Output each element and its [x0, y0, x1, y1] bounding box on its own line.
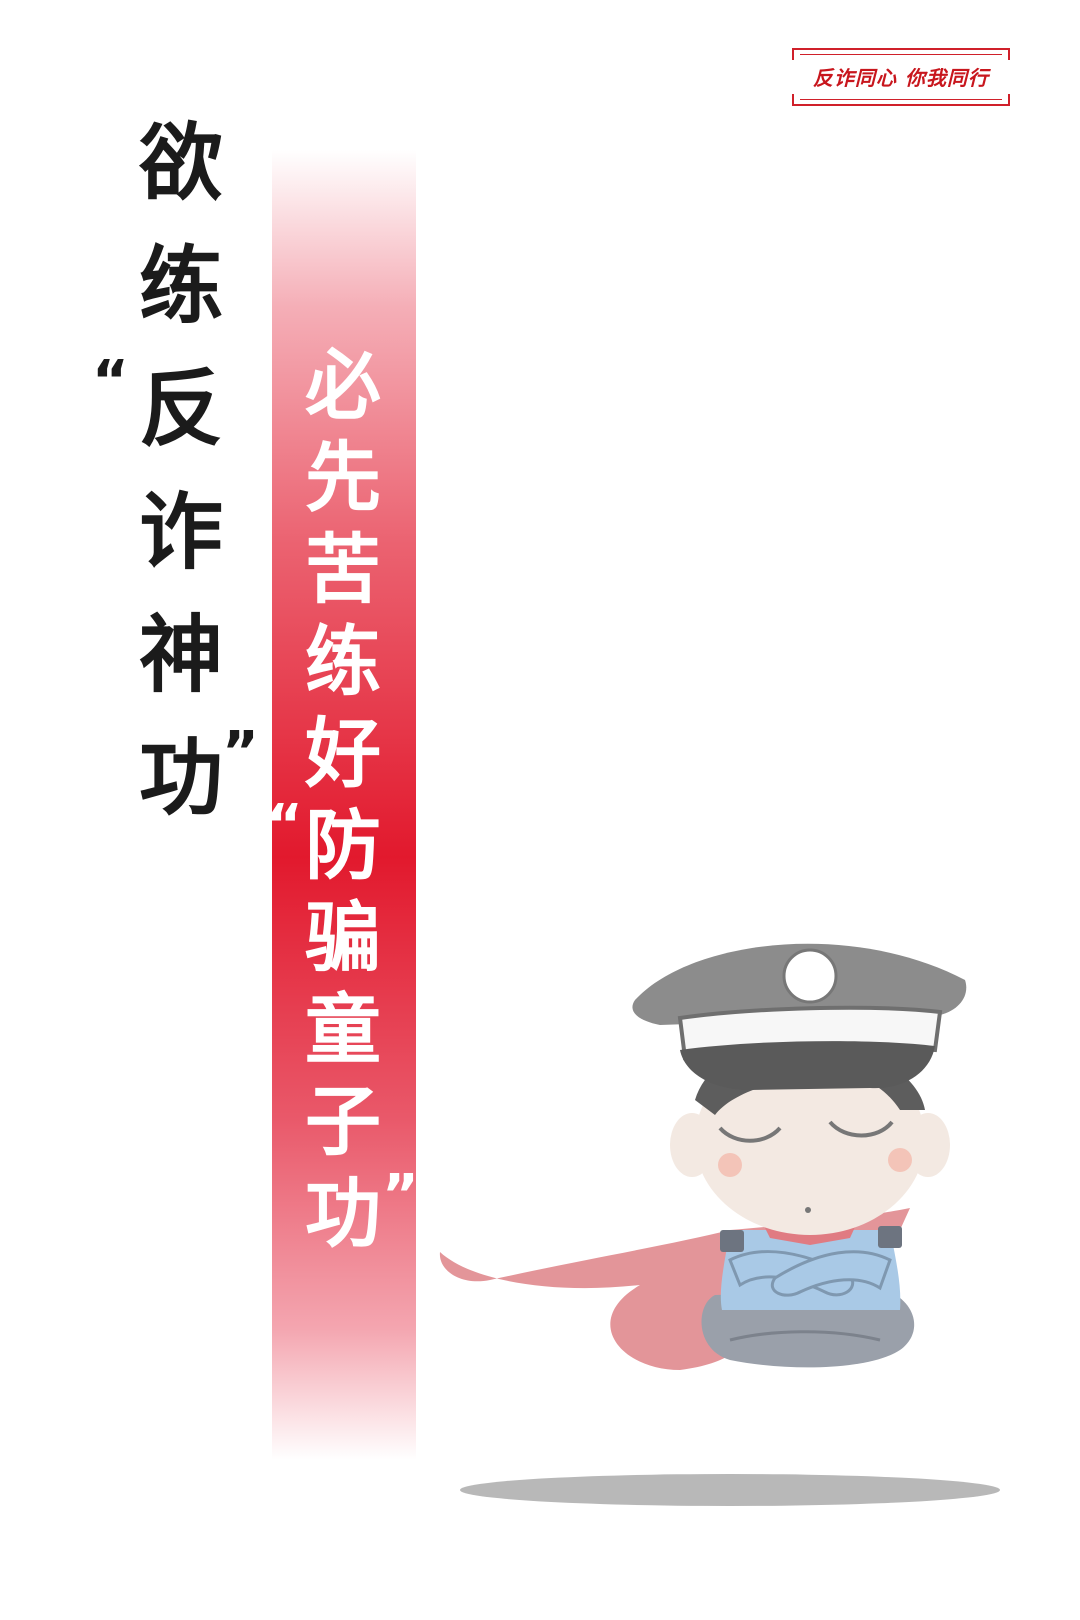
subline-char: 苦: [305, 525, 381, 614]
headline-char: 神: [138, 606, 223, 704]
subline-char: 好: [305, 709, 381, 798]
slogan-stamp: 反诈同心 你我同行: [792, 48, 1010, 106]
subline-char: 子: [305, 1077, 381, 1166]
headline-char: 诈: [138, 483, 223, 581]
subline-char: 必: [305, 341, 381, 430]
close-quote: ”: [222, 720, 259, 785]
subline-char: 先: [305, 433, 381, 522]
cap-visor: [680, 1041, 935, 1090]
stamp-frame-top: [792, 48, 1010, 60]
stamp-frame-bottom: [792, 94, 1010, 106]
open-quote: “: [266, 793, 303, 858]
subline-char: 童: [305, 985, 381, 1074]
subline-char: “ 防: [266, 793, 381, 890]
open-quote: “: [92, 349, 129, 414]
ground-shadow: [460, 1474, 1000, 1506]
face: [695, 1045, 925, 1235]
subline-column: 必 先 苦 练 好 “ 防 骗 童 子 功 ”: [266, 341, 419, 1264]
close-quote: ”: [382, 1163, 419, 1228]
subline-char: 骗: [305, 893, 381, 982]
headline-column: 欲 练 “ 反 诈 神 功 ”: [92, 114, 259, 856]
headline-char: 欲: [138, 114, 223, 212]
stamp-text: 反诈同心 你我同行: [813, 66, 989, 90]
headline-char: “ 反: [92, 349, 223, 458]
subline-char: 练: [305, 617, 381, 706]
cape: [439, 1230, 749, 1370]
headline-char: 练: [138, 237, 223, 335]
cap-badge: [782, 948, 838, 1004]
police-mascot-icon: [439, 943, 1000, 1506]
subline-char: 功 ”: [305, 1163, 419, 1258]
red-gradient-band: [272, 150, 416, 1460]
headline-char: 功 ”: [138, 720, 259, 827]
